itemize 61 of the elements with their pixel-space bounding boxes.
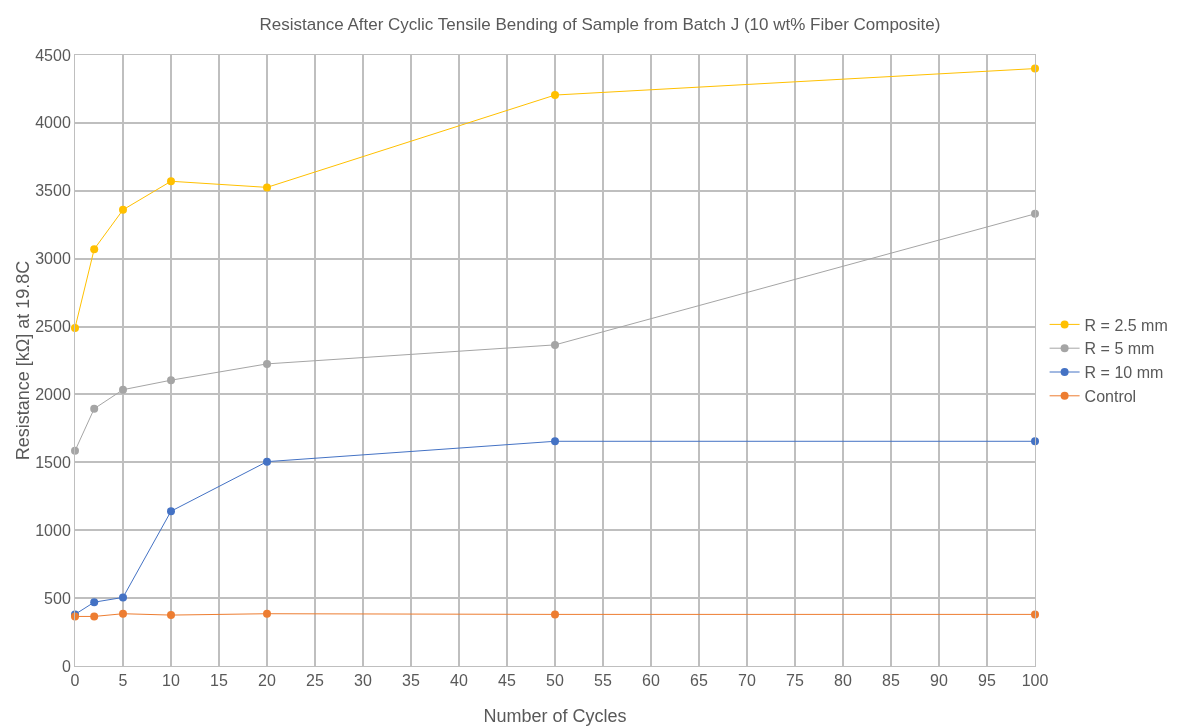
- x-tick-label: 100: [1021, 672, 1049, 690]
- point: [119, 609, 127, 618]
- legend-label: R = 10 mm: [1084, 364, 1164, 382]
- x-tick-label: 75: [786, 672, 804, 690]
- x-tick-label: 85: [882, 672, 900, 690]
- y-tick-label: 500: [44, 589, 71, 607]
- y-tick-label: 0: [61, 657, 71, 675]
- y-tick-label: 4500: [35, 46, 71, 64]
- x-tick-label: 10: [162, 672, 180, 690]
- y-tick-label: 3000: [35, 250, 71, 268]
- point: [90, 612, 99, 621]
- x-axis-title: Number of Cycles: [483, 706, 627, 726]
- y-tick-label: 1500: [35, 453, 71, 471]
- x-tick-label: 70: [738, 672, 756, 690]
- y-tick-label: 2000: [35, 386, 71, 404]
- x-tick-label: 55: [594, 672, 612, 690]
- point: [119, 593, 127, 602]
- point: [71, 446, 79, 455]
- x-tick-label: 80: [834, 672, 852, 690]
- x-tick-label: 60: [642, 672, 660, 690]
- point: [263, 609, 271, 618]
- point: [551, 437, 559, 446]
- point: [263, 183, 271, 192]
- x-tick-label: 35: [402, 672, 420, 690]
- x-tick-label: 25: [306, 672, 324, 690]
- point: [1031, 64, 1039, 73]
- point: [1031, 437, 1039, 446]
- legend-label: R = 5 mm: [1084, 340, 1155, 358]
- point: [167, 376, 175, 385]
- y-tick-label: 1000: [35, 521, 71, 539]
- y-axis-title: Resistance [kΩ] at 19.8C: [13, 260, 33, 461]
- x-tick-label: 20: [258, 672, 276, 690]
- x-tick-label: 15: [210, 672, 228, 690]
- point: [263, 359, 271, 368]
- y-tick-label: 2500: [35, 318, 71, 336]
- x-tick-label: 90: [930, 672, 948, 690]
- y-tick-label: 3500: [35, 182, 71, 200]
- legend-label: R = 2.5 mm: [1084, 316, 1168, 334]
- point: [167, 507, 175, 516]
- point: [167, 611, 175, 620]
- point: [90, 404, 99, 413]
- x-tick-label: 30: [354, 672, 372, 690]
- x-tick-label: 5: [118, 672, 128, 690]
- x-tick-label: 95: [978, 672, 996, 690]
- x-tick-label: 50: [546, 672, 564, 690]
- point: [1031, 610, 1039, 619]
- point: [167, 177, 175, 186]
- x-tick-label: 40: [450, 672, 468, 690]
- x-tick-label: 45: [498, 672, 516, 690]
- point: [263, 457, 271, 466]
- point: [90, 598, 99, 607]
- x-tick-label: 65: [690, 672, 708, 690]
- y-tick-label: 4000: [35, 114, 71, 132]
- chart-title: Resistance After Cyclic Tensile Bending of Sample from Batch J (10 wt% Fiber Composite): [259, 15, 941, 35]
- point: [119, 385, 127, 394]
- point: [90, 245, 99, 254]
- legend-label: Control: [1084, 388, 1137, 406]
- point: [551, 610, 559, 619]
- point: [119, 205, 127, 214]
- point: [551, 340, 559, 349]
- point: [551, 91, 559, 100]
